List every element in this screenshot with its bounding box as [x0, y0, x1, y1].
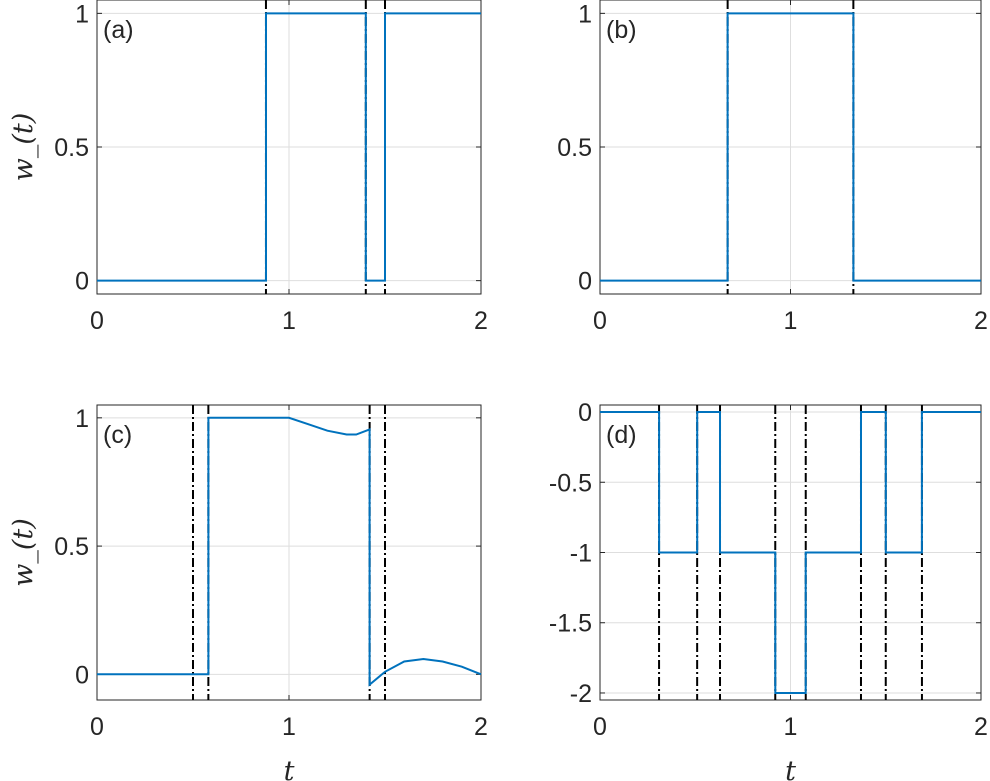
- y-tick-label: 0.5: [54, 533, 89, 561]
- x-tick-label: 0: [593, 307, 607, 335]
- y-tick-label: 0.5: [54, 134, 89, 162]
- x-tick-label: 2: [974, 307, 988, 335]
- series-line: [97, 416, 482, 687]
- y-tick-label: -1.5: [549, 610, 592, 638]
- y-tick-label: -0.5: [549, 469, 592, 497]
- y-tick-label: 0: [75, 661, 89, 689]
- panel-label: (b): [606, 16, 637, 44]
- panel-label: (a): [103, 16, 134, 44]
- panel-b: 0 1 2 0 0.5 1 (b): [557, 0, 988, 335]
- x-tick-label: 2: [474, 713, 488, 741]
- x-tick-label: 1: [784, 307, 798, 335]
- panel-c: 0 1 2 0 0.5 1 (c) w_(t)t: [8, 404, 488, 781]
- x-tick-label: 2: [474, 307, 488, 335]
- y-tick-label: 0: [578, 268, 592, 296]
- y-tick-label: 1: [75, 0, 89, 28]
- y-axis-label: w_(t): [8, 518, 39, 587]
- x-tick-label: 2: [974, 713, 988, 741]
- x-tick-label: 0: [90, 307, 104, 335]
- x-tick-label: 1: [282, 713, 296, 741]
- y-tick-label: -1: [570, 540, 592, 568]
- y-tick-label: 0: [578, 399, 592, 427]
- series-line: [97, 12, 481, 282]
- panel-a: 0 1 2 0 0.5 1 (a) w_(t): [8, 0, 488, 335]
- y-tick-label: 1: [578, 0, 592, 28]
- x-axis-label: t: [284, 756, 295, 781]
- x-axis-label: t: [785, 756, 796, 781]
- x-tick-label: 1: [282, 307, 296, 335]
- series-line: [600, 12, 981, 282]
- x-tick-label: 0: [593, 713, 607, 741]
- y-tick-label: 0: [75, 268, 89, 296]
- x-tick-label: 1: [784, 713, 798, 741]
- y-axis-label: w_(t): [8, 113, 39, 182]
- series-line: [600, 411, 981, 694]
- y-tick-label: -2: [570, 680, 592, 708]
- panel-label: (d): [606, 421, 637, 449]
- x-tick-label: 0: [90, 713, 104, 741]
- panel-d: 0 1 2 0 -0.5 -1 -1.5 -2 (d) t: [549, 399, 988, 781]
- panel-label: (c): [103, 421, 132, 449]
- y-tick-label: 0.5: [557, 134, 592, 162]
- y-tick-label: 1: [75, 405, 89, 433]
